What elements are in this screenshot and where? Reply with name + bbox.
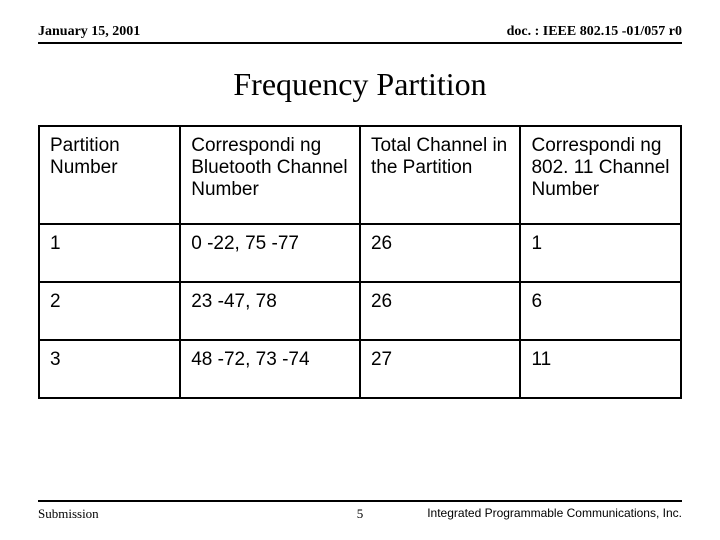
- table-row: 1 0 -22, 75 -77 26 1: [39, 224, 681, 282]
- cell: 1: [520, 224, 681, 282]
- cell: 26: [360, 282, 521, 340]
- slide-page: January 15, 2001 doc. : IEEE 802.15 -01/…: [0, 0, 720, 540]
- table-header-row: Partition Number Correspondi ng Bluetoot…: [39, 126, 681, 224]
- cell: 23 -47, 78: [180, 282, 360, 340]
- table-row: 2 23 -47, 78 26 6: [39, 282, 681, 340]
- cell: 26: [360, 224, 521, 282]
- col-header: Total Channel in the Partition: [360, 126, 521, 224]
- table-row: 3 48 -72, 73 -74 27 11: [39, 340, 681, 398]
- cell: 0 -22, 75 -77: [180, 224, 360, 282]
- cell: 1: [39, 224, 180, 282]
- col-header: Correspondi ng 802. 11 Channel Number: [520, 126, 681, 224]
- footer-right: Integrated Programmable Communications, …: [427, 506, 682, 520]
- cell: 48 -72, 73 -74: [180, 340, 360, 398]
- header-date: January 15, 2001: [38, 24, 140, 40]
- footer: Submission 5 Integrated Programmable Com…: [38, 500, 682, 522]
- cell: 2: [39, 282, 180, 340]
- page-title: Frequency Partition: [38, 66, 682, 103]
- col-header: Correspondi ng Bluetooth Channel Number: [180, 126, 360, 224]
- cell: 27: [360, 340, 521, 398]
- cell: 6: [520, 282, 681, 340]
- header-doc: doc. : IEEE 802.15 -01/057 r0: [507, 24, 682, 40]
- footer-left: Submission: [38, 506, 99, 522]
- frequency-table: Partition Number Correspondi ng Bluetoot…: [38, 125, 682, 399]
- col-header: Partition Number: [39, 126, 180, 224]
- cell: 11: [520, 340, 681, 398]
- cell: 3: [39, 340, 180, 398]
- footer-page-number: 5: [357, 506, 364, 522]
- header: January 15, 2001 doc. : IEEE 802.15 -01/…: [38, 24, 682, 44]
